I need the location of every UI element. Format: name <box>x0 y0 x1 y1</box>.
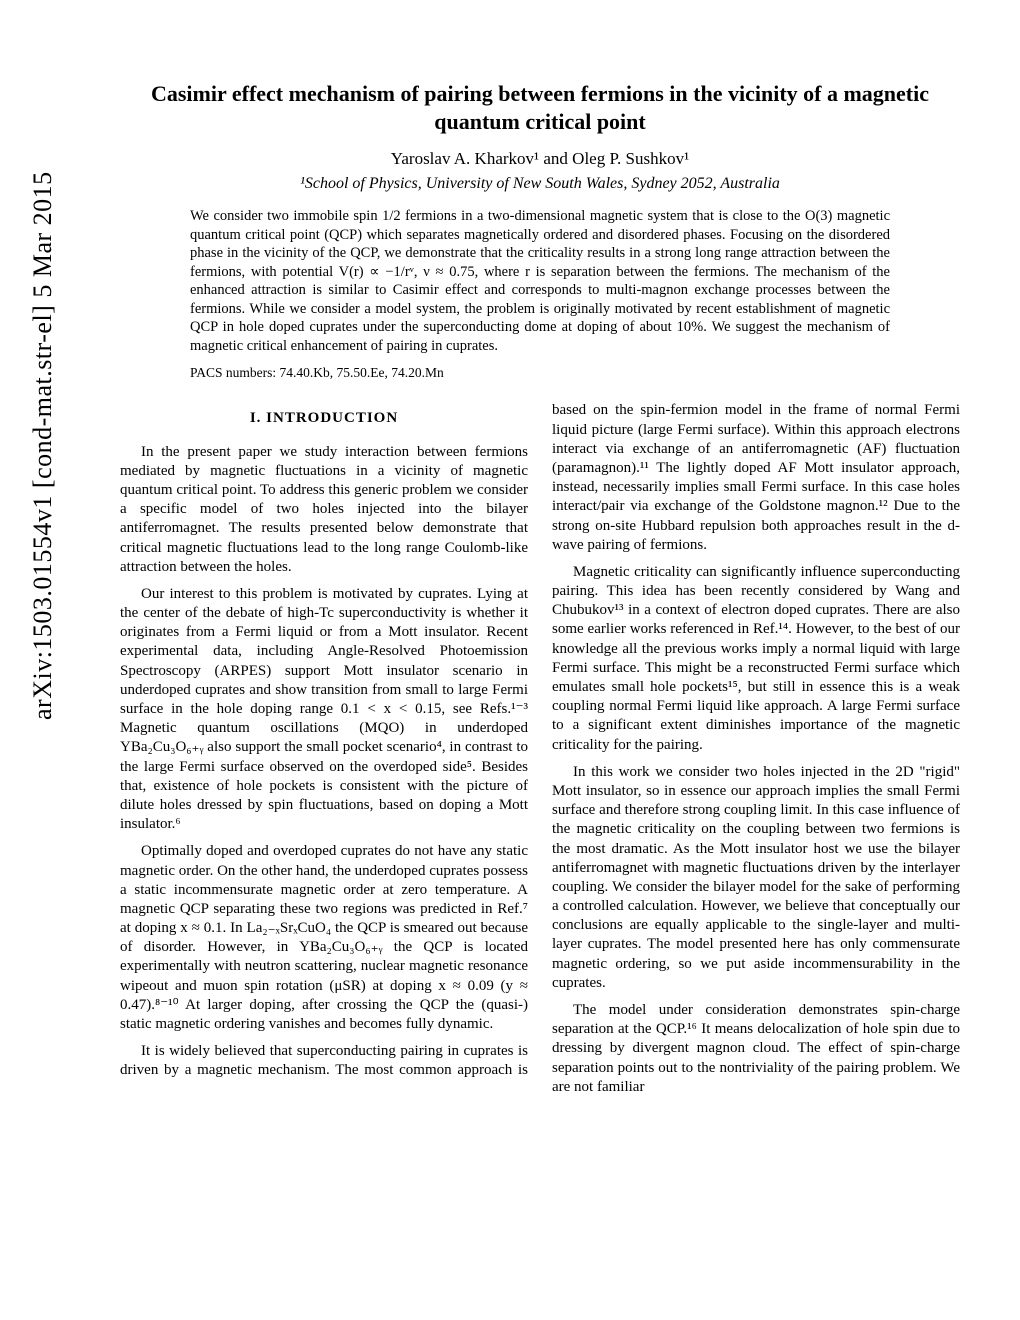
section-heading: I. INTRODUCTION <box>120 409 528 428</box>
paper-title: Casimir effect mechanism of pairing betw… <box>120 80 960 135</box>
arxiv-identifier: arXiv:1503.01554v1 [cond-mat.str-el] 5 M… <box>28 171 58 720</box>
paragraph: In the present paper we study interactio… <box>120 443 528 577</box>
authors: Yaroslav A. Kharkov¹ and Oleg P. Sushkov… <box>120 149 960 169</box>
abstract: We consider two immobile spin 1/2 fermio… <box>190 207 890 355</box>
paragraph: In this work we consider two holes injec… <box>552 763 960 993</box>
paper-page: Casimir effect mechanism of pairing betw… <box>120 0 960 1097</box>
paragraph: The model under consideration demonstrat… <box>552 1001 960 1097</box>
paragraph: Magnetic criticality can significantly i… <box>552 563 960 755</box>
pacs-numbers: PACS numbers: 74.40.Kb, 75.50.Ee, 74.20.… <box>190 365 890 381</box>
paragraph: Optimally doped and overdoped cuprates d… <box>120 842 528 1034</box>
affiliation: ¹School of Physics, University of New So… <box>120 175 960 193</box>
paragraph: Our interest to this problem is motivate… <box>120 585 528 834</box>
body-columns: I. INTRODUCTION In the present paper we … <box>120 401 960 1097</box>
